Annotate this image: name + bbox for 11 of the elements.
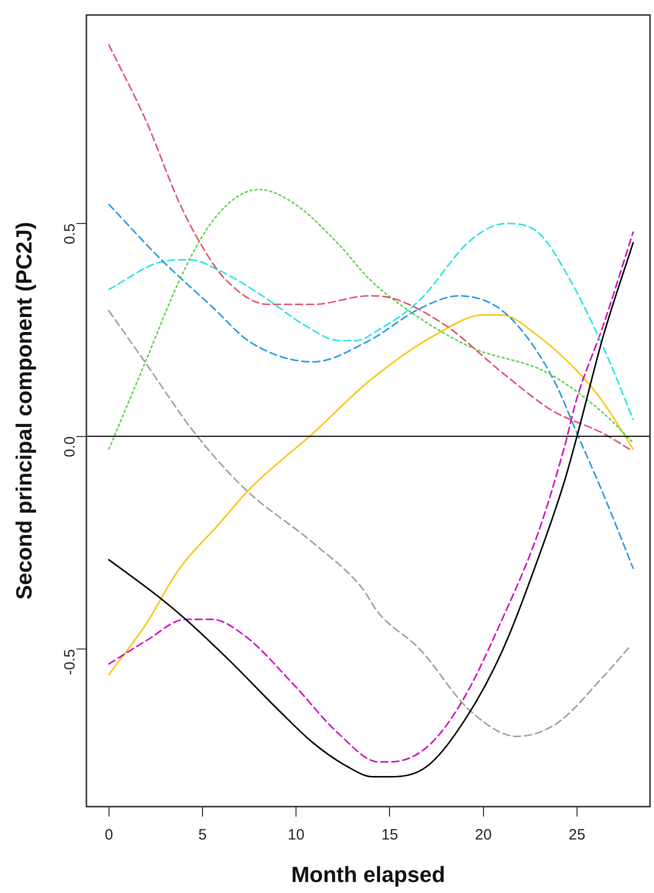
y-tick-label: 0.5: [62, 224, 79, 244]
y-tick-label: 0.0: [62, 436, 79, 458]
x-tick-label: 15: [381, 826, 398, 844]
y-axis-title: Second principal component (PC2J): [11, 222, 36, 600]
x-axis-title: Month elapsed: [291, 862, 446, 887]
x-tick-label: 0: [104, 826, 114, 844]
y-tick-label: -0.5: [62, 649, 79, 675]
x-tick-label: 5: [198, 826, 207, 844]
x-tick-label: 25: [568, 826, 586, 844]
x-tick-label: 20: [475, 826, 492, 844]
x-tick-label: 10: [288, 826, 304, 844]
